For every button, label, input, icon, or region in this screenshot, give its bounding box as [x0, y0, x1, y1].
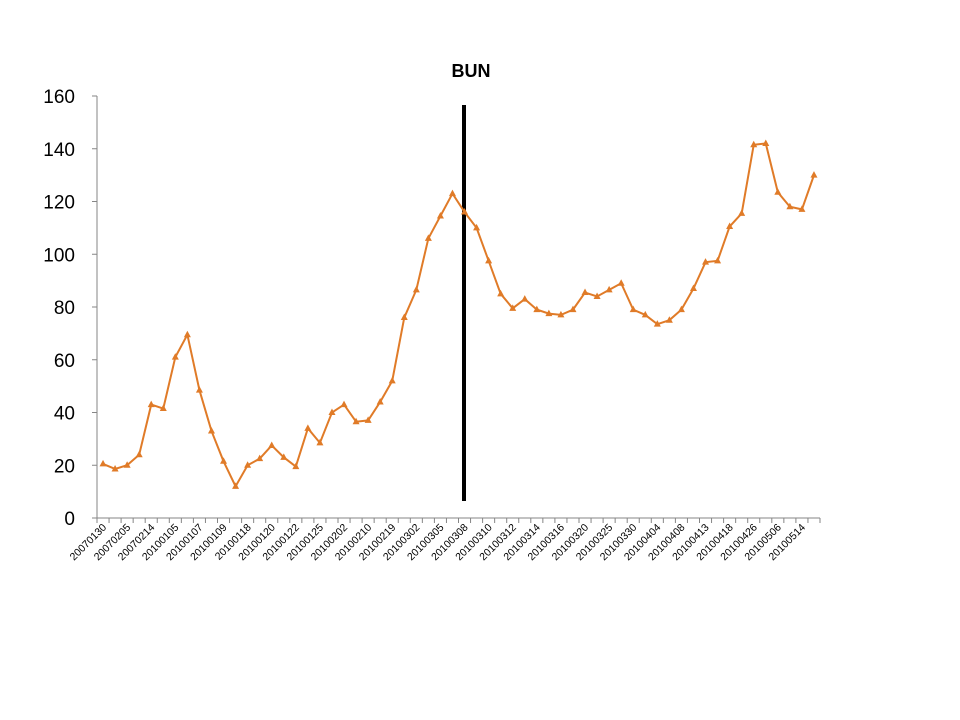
- data-marker: [207, 426, 215, 434]
- data-marker: [412, 285, 420, 293]
- y-tick-label: 140: [43, 140, 75, 161]
- data-marker: [424, 234, 432, 241]
- data-marker: [629, 305, 637, 313]
- y-tick-label: 120: [43, 193, 75, 214]
- y-tick-label: 100: [43, 245, 75, 266]
- data-marker: [195, 386, 203, 393]
- data-marker: [665, 316, 673, 323]
- data-marker: [509, 304, 517, 311]
- data-marker: [810, 171, 818, 178]
- data-marker: [147, 400, 155, 408]
- data-marker: [617, 279, 625, 286]
- data-marker: [533, 305, 541, 313]
- data-marker: [798, 205, 806, 212]
- data-marker: [99, 459, 107, 467]
- data-marker: [436, 212, 444, 219]
- data-marker: [448, 189, 456, 197]
- data-marker: [280, 453, 288, 460]
- data-marker: [171, 353, 179, 360]
- data-marker: [461, 208, 469, 215]
- data-marker: [376, 397, 384, 405]
- data-marker: [485, 256, 493, 264]
- data-marker: [497, 289, 505, 297]
- data-marker: [750, 140, 758, 148]
- data-marker: [135, 450, 143, 458]
- data-marker: [388, 376, 396, 384]
- data-marker: [569, 305, 577, 313]
- data-marker: [653, 320, 661, 327]
- data-marker: [220, 457, 228, 464]
- data-marker: [256, 454, 264, 462]
- y-tick-label: 40: [54, 404, 75, 425]
- data-marker: [762, 139, 770, 146]
- data-marker: [689, 284, 697, 292]
- data-marker: [304, 424, 312, 431]
- data-marker: [593, 292, 601, 299]
- data-marker: [352, 417, 360, 425]
- y-tick-label: 60: [54, 351, 75, 372]
- data-line: [102, 142, 815, 489]
- data-marker: [641, 310, 649, 318]
- data-marker: [521, 295, 529, 302]
- data-marker: [774, 188, 782, 195]
- data-marker: [581, 288, 589, 295]
- data-marker: [268, 441, 276, 448]
- data-marker: [232, 482, 240, 489]
- y-tick-label: 160: [43, 87, 75, 108]
- chart-title: BUN: [452, 61, 491, 81]
- data-marker: [714, 256, 722, 264]
- data-marker: [111, 464, 119, 472]
- y-tick-label: 80: [54, 298, 75, 319]
- data-marker: [328, 408, 336, 415]
- data-marker: [786, 202, 794, 210]
- data-marker: [677, 305, 685, 313]
- data-marker: [557, 310, 565, 318]
- data-marker: [702, 258, 710, 265]
- data-marker: [605, 285, 613, 293]
- data-marker: [364, 416, 372, 423]
- data-marker: [316, 438, 324, 446]
- data-marker: [726, 222, 734, 230]
- data-marker: [473, 223, 481, 231]
- y-tick-label: 0: [64, 509, 75, 530]
- data-marker: [159, 404, 167, 412]
- data-marker: [244, 461, 252, 468]
- data-marker: [123, 461, 131, 468]
- data-marker: [183, 330, 191, 338]
- data-marker: [292, 462, 300, 470]
- data-marker: [545, 309, 553, 317]
- data-marker: [738, 209, 746, 216]
- data-marker: [400, 313, 408, 321]
- data-marker: [340, 400, 348, 408]
- y-tick-label: 20: [54, 456, 75, 477]
